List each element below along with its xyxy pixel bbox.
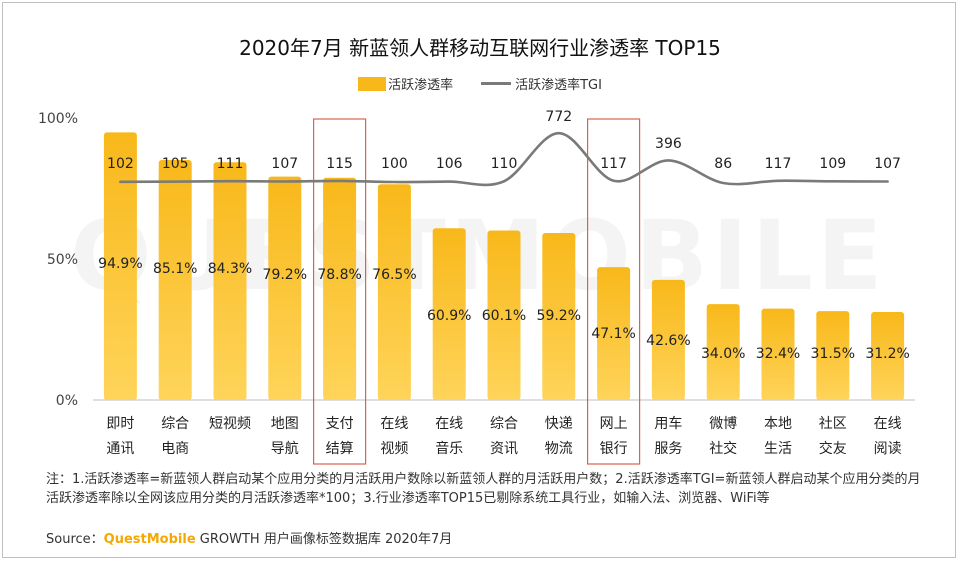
bar [871,312,905,400]
bar [213,162,247,400]
x-tick-label: 支付 [326,416,354,432]
bar [377,184,411,400]
source-line: Source：QuestMobile GROWTH 用户画像标签数据库 2020… [46,528,452,547]
tgi-data-label: 106 [436,156,463,172]
bar-data-label: 79.2% [263,267,307,283]
legend-bar-label: 活跃渗透率 [388,78,454,93]
bar-data-label: 60.9% [427,308,471,324]
y-tick-label: 100% [38,111,78,127]
y-tick-label: 50% [47,252,78,268]
y-tick-label: 0% [56,393,78,409]
x-tick-label: 资讯 [490,441,518,457]
bar [487,230,521,400]
x-tick-label: 服务 [654,441,682,457]
x-tick-label: 结算 [326,441,354,457]
x-tick-label: 视频 [380,441,408,457]
source-prefix: Source： [46,532,104,547]
bar-data-label: 85.1% [153,261,197,277]
tgi-data-label: 117 [600,156,627,172]
bar-data-label: 32.4% [756,346,800,362]
bar-data-label: 76.5% [372,267,416,283]
tgi-data-label: 105 [162,156,189,172]
footnote: 注：1.活跃渗透率=新蓝领人群启动某个应用分类的月活跃用户数除以新蓝领人群的月活… [46,472,921,506]
x-tick-label: 快递 [545,416,573,432]
bar [432,228,466,400]
x-tick-label: 电商 [161,441,189,457]
bar [103,132,137,400]
tgi-data-label: 772 [545,109,572,125]
tgi-data-label: 109 [819,156,846,172]
x-tick-label: 综合 [161,416,189,432]
bar-data-label: 47.1% [591,326,635,342]
bar [542,233,576,400]
bar-data-label: 78.8% [317,267,361,283]
x-tick-label: 在线 [380,416,408,432]
bar [597,267,631,400]
x-tick-label: 即时 [106,416,134,432]
x-tick-label: 音乐 [435,440,463,457]
tgi-data-label: 111 [217,156,244,172]
bar [323,177,357,400]
bar-data-label: 60.1% [482,308,526,324]
tgi-data-label: 110 [491,156,518,172]
legend-bar-swatch [358,76,387,91]
x-tick-label: 用车 [654,415,682,432]
bar-data-label: 31.2% [865,346,909,362]
bar [761,308,795,400]
tgi-data-label: 86 [714,156,732,172]
legend-line-swatch [481,82,512,85]
highlight-box [313,118,367,465]
bar-data-label: 42.6% [646,333,690,349]
watermark: QUESTMOBILE [70,200,887,312]
x-tick-label: 社区 [819,416,847,432]
tgi-line [119,131,889,187]
legend-line-label: 活跃渗透率TGI [515,78,602,93]
tgi-data-label: 107 [874,156,901,172]
x-tick-label: 交友 [819,440,847,457]
tgi-data-label: 107 [271,156,298,172]
x-tick-label: 物流 [545,441,573,457]
tgi-data-label: 396 [655,136,682,152]
x-tick-label: 社交 [709,440,737,457]
bar-data-label: 84.3% [208,261,252,277]
tgi-data-label: 117 [765,156,792,172]
tgi-data-label: 115 [326,156,353,172]
legend: 活跃渗透率 活跃渗透率TGI [0,74,960,93]
legend-item-bar: 活跃渗透率 [358,74,453,93]
bar [268,176,302,400]
x-tick-label: 导航 [271,441,299,457]
bar [158,160,192,400]
x-tick-label: 短视频 [209,416,251,432]
bar [816,311,850,400]
x-tick-label: 综合 [490,416,518,432]
source-rest: GROWTH 用户画像标签数据库 2020年7月 [195,532,453,547]
bar-data-label: 31.5% [811,346,855,362]
bar-data-label: 34.0% [701,346,745,362]
x-tick-label: 生活 [764,441,792,457]
highlight-box [586,118,641,465]
bar-data-label: 94.9% [98,256,142,272]
x-tick-label: 网上 [600,416,628,432]
x-tick-label: 本地 [764,416,792,432]
tgi-data-label: 100 [381,156,408,172]
chart-title: 2020年7月 新蓝领人群移动互联网行业渗透率 TOP15 [239,36,721,60]
bar [651,279,685,400]
x-tick-label: 通讯 [106,441,134,457]
x-tick-label: 地图 [271,416,299,432]
x-tick-label: 在线 [435,416,463,432]
x-tick-label: 银行 [600,441,628,457]
legend-item-line: 活跃渗透率TGI [481,74,602,93]
bar-data-label: 59.2% [537,308,581,324]
bar [706,304,740,400]
x-tick-label: 微博 [709,415,737,432]
x-tick-label: 在线 [874,416,902,432]
tgi-data-label: 102 [107,156,134,172]
source-brand: QuestMobile [103,532,196,547]
x-tick-label: 阅读 [874,440,902,457]
